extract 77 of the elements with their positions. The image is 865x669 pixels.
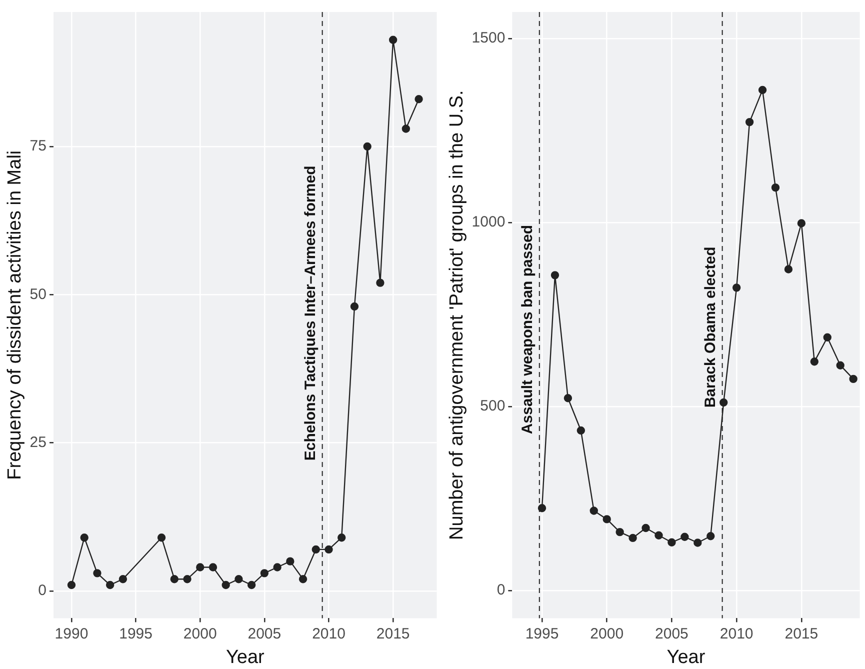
point [642,524,650,532]
point [402,124,410,133]
point [706,532,715,540]
x-tick-label: 1995 [525,625,559,642]
x-tick-label: 2010 [720,625,754,642]
x-tick-label: 2010 [312,625,346,642]
point [538,504,546,512]
point [286,557,294,566]
x-tick-label: 1995 [119,625,152,642]
y-tick-label: 25 [30,434,46,451]
x-tick-label: 2005 [248,625,282,642]
point [823,333,832,342]
point [234,574,243,584]
point [602,515,611,524]
x-axis-title: Year [226,646,266,668]
point [170,574,178,584]
y-tick-label: 1500 [472,30,506,47]
point [324,545,333,554]
point [350,302,359,311]
y-tick-label: 1000 [472,214,506,231]
point [745,118,754,126]
x-axis-title: Year [666,646,706,668]
point [758,86,767,94]
point [260,569,269,578]
point [363,142,372,151]
point [680,532,689,541]
annotation: Assault weapons ban passed [519,224,536,434]
annotation: Barack Obama elected [702,246,719,408]
point [771,183,780,192]
y-tick-label: 75 [30,138,46,155]
x-tick-label: 2015 [376,625,410,642]
point [80,534,88,542]
point [414,95,423,104]
point [312,545,320,554]
x-tick-label: 2015 [784,625,818,642]
point [222,580,230,590]
point [273,563,282,572]
point [732,284,741,292]
point [118,574,128,584]
y-axis-title: Number of antigovernment 'Patriot' groups in the U.S. [446,90,468,540]
point [668,538,676,546]
point [93,569,102,578]
point [628,534,637,542]
point [208,563,218,572]
point [338,534,346,542]
y-tick-label: 0 [496,582,506,599]
y-tick-label: 500 [480,398,506,415]
point [564,394,572,402]
point [196,563,204,572]
point [183,574,192,584]
point [388,36,398,44]
y-tick-label: 0 [38,582,46,600]
point [247,580,256,590]
point [550,271,560,280]
point [67,580,76,590]
point [616,528,624,536]
y-axis-title: Frequency of dissident activities in Mali [4,150,26,480]
x-tick-label: 2005 [655,625,688,642]
point [376,278,384,287]
x-tick-label: 2000 [590,625,624,642]
point [576,426,586,435]
x-tick-label: 1990 [54,625,88,642]
point [810,358,818,366]
point [797,219,806,228]
y-tick-label: 50 [30,286,46,303]
point [784,265,793,274]
point [694,538,702,547]
point [720,398,728,407]
x-tick-label: 2000 [183,625,217,642]
point [836,361,844,370]
point [654,531,663,540]
point [590,506,598,515]
point [106,580,114,590]
point [849,374,858,384]
point [157,534,166,542]
annotation: Echelons Tactiques Inter–Armees formed [302,166,319,461]
point [298,574,308,584]
